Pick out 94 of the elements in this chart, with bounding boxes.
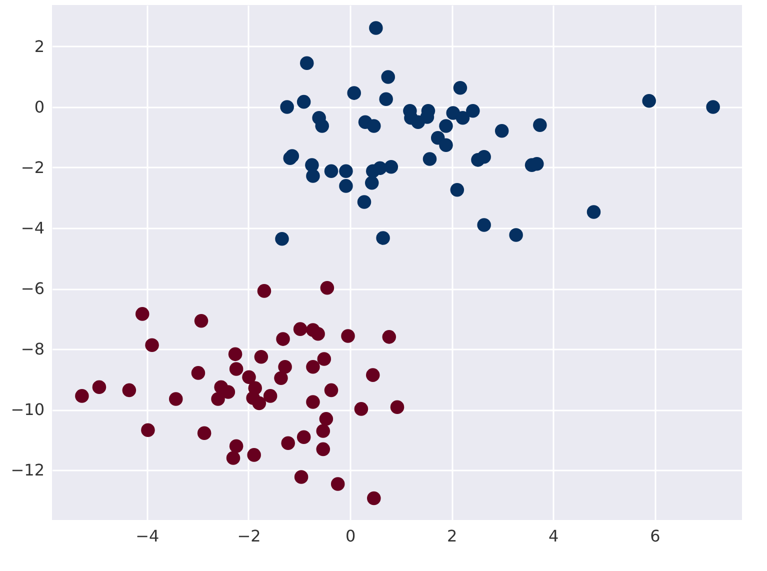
point <box>456 110 470 125</box>
point <box>316 424 330 438</box>
y-tick-label: −12 <box>10 460 44 480</box>
point <box>229 362 244 376</box>
point <box>197 426 212 440</box>
point <box>141 423 155 438</box>
point <box>274 371 288 385</box>
x-tick-label: 4 <box>548 526 559 546</box>
point <box>642 94 656 108</box>
point <box>294 470 308 484</box>
point <box>263 389 278 403</box>
point <box>275 232 289 246</box>
point <box>317 352 332 366</box>
point <box>247 448 261 462</box>
point <box>316 442 330 456</box>
point <box>533 118 547 132</box>
point <box>376 231 390 245</box>
x-tick-label: −2 <box>237 526 261 546</box>
y-tick-label: 2 <box>34 36 44 56</box>
point <box>586 205 601 219</box>
point <box>369 21 383 35</box>
point <box>257 284 272 298</box>
point <box>450 183 464 197</box>
point <box>439 119 453 133</box>
point <box>92 380 106 394</box>
y-tick-label: −6 <box>20 279 44 298</box>
point <box>296 94 311 109</box>
point <box>422 152 437 166</box>
point <box>191 366 206 380</box>
point <box>354 402 368 416</box>
point <box>280 100 294 114</box>
x-tick-label: 2 <box>446 526 458 546</box>
point <box>300 56 314 70</box>
point <box>379 92 393 106</box>
point <box>366 368 380 382</box>
point <box>281 436 295 450</box>
point <box>439 138 453 152</box>
point <box>145 338 159 352</box>
point <box>706 100 720 114</box>
point <box>194 314 208 328</box>
point <box>306 395 320 409</box>
y-tick-label: −2 <box>20 158 44 177</box>
point <box>390 400 404 414</box>
point <box>509 228 523 242</box>
point <box>330 477 345 491</box>
x-tick-label: 0 <box>345 526 356 546</box>
point <box>306 169 320 183</box>
point <box>381 70 396 84</box>
point <box>339 179 353 193</box>
point <box>229 439 244 454</box>
point <box>168 392 183 406</box>
x-tick-label: 6 <box>650 526 660 546</box>
point <box>477 150 491 164</box>
point <box>293 322 308 336</box>
point <box>252 396 266 410</box>
x-tick-label: −4 <box>136 526 160 546</box>
point <box>373 161 387 175</box>
point <box>367 119 381 133</box>
point <box>339 164 353 178</box>
point <box>306 360 320 374</box>
point <box>453 81 468 95</box>
point <box>122 383 136 398</box>
point <box>319 412 334 426</box>
y-tick-label: −10 <box>10 400 44 420</box>
point <box>315 119 329 133</box>
point <box>320 281 334 295</box>
y-tick-label: −4 <box>20 218 44 238</box>
point <box>211 392 225 406</box>
point <box>311 327 325 341</box>
point <box>382 330 396 344</box>
point <box>324 164 338 178</box>
point <box>276 332 290 346</box>
point <box>367 491 381 506</box>
point <box>75 389 89 403</box>
point <box>341 329 355 343</box>
point <box>221 385 236 399</box>
point <box>494 124 509 138</box>
point <box>228 347 242 362</box>
point <box>477 218 491 232</box>
point <box>466 104 480 118</box>
point <box>347 86 361 100</box>
point <box>384 160 398 174</box>
point <box>411 115 425 129</box>
point <box>278 360 292 374</box>
point <box>357 195 372 209</box>
y-tick-label: −8 <box>20 340 44 359</box>
point <box>135 307 150 321</box>
point <box>296 430 311 444</box>
point <box>364 176 379 190</box>
y-tick-label: 0 <box>34 97 44 116</box>
point <box>242 370 256 384</box>
point <box>254 350 268 364</box>
point <box>226 451 240 465</box>
point <box>324 383 338 398</box>
